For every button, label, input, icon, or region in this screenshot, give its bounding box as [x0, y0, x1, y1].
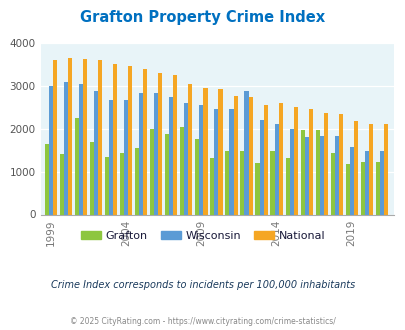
Bar [195, 139, 199, 214]
Bar [128, 67, 132, 214]
Bar [300, 130, 304, 214]
Bar [285, 158, 289, 215]
Bar [263, 105, 267, 214]
Bar [210, 158, 214, 215]
Bar [83, 59, 87, 214]
Bar [233, 96, 237, 214]
Bar [255, 163, 259, 215]
Bar [225, 151, 229, 214]
Bar [364, 151, 368, 214]
Bar [45, 144, 49, 214]
Bar [308, 109, 312, 214]
Bar [375, 162, 379, 214]
Bar [330, 153, 334, 215]
Bar [270, 151, 274, 214]
Bar [135, 148, 139, 214]
Bar [49, 86, 53, 214]
Bar [154, 93, 158, 214]
Bar [150, 129, 154, 214]
Bar [53, 60, 57, 214]
Bar [90, 142, 94, 214]
Bar [139, 93, 143, 214]
Bar [334, 136, 338, 214]
Bar [349, 147, 353, 214]
Bar [180, 127, 184, 214]
Bar [360, 162, 364, 214]
Bar [165, 134, 169, 214]
Bar [323, 113, 327, 214]
Bar [143, 70, 147, 214]
Bar [124, 100, 128, 214]
Bar [60, 154, 64, 214]
Bar [240, 150, 244, 214]
Legend: Grafton, Wisconsin, National: Grafton, Wisconsin, National [76, 227, 329, 246]
Text: Grafton Property Crime Index: Grafton Property Crime Index [80, 10, 325, 25]
Bar [345, 164, 349, 214]
Bar [244, 90, 248, 214]
Bar [64, 82, 68, 214]
Bar [353, 121, 357, 214]
Bar [278, 103, 282, 214]
Bar [184, 103, 188, 214]
Bar [109, 100, 113, 214]
Bar [199, 105, 203, 214]
Text: © 2025 CityRating.com - https://www.cityrating.com/crime-statistics/: © 2025 CityRating.com - https://www.city… [70, 317, 335, 326]
Bar [218, 89, 222, 214]
Bar [120, 153, 124, 215]
Bar [259, 120, 263, 214]
Bar [169, 96, 173, 214]
Bar [113, 64, 117, 214]
Bar [79, 84, 83, 214]
Bar [304, 137, 308, 214]
Bar [68, 58, 72, 214]
Bar [229, 109, 233, 214]
Bar [319, 136, 323, 214]
Text: Crime Index corresponds to incidents per 100,000 inhabitants: Crime Index corresponds to incidents per… [51, 280, 354, 290]
Bar [368, 124, 372, 214]
Bar [214, 109, 218, 214]
Bar [173, 75, 177, 214]
Bar [383, 124, 387, 214]
Bar [274, 124, 278, 214]
Bar [248, 96, 252, 214]
Bar [293, 107, 297, 214]
Bar [203, 87, 207, 214]
Bar [379, 151, 383, 214]
Bar [75, 118, 79, 214]
Bar [98, 60, 102, 214]
Bar [338, 114, 342, 214]
Bar [158, 73, 162, 215]
Bar [188, 83, 192, 214]
Bar [289, 129, 293, 214]
Bar [315, 130, 319, 214]
Bar [105, 157, 109, 214]
Bar [94, 90, 98, 214]
